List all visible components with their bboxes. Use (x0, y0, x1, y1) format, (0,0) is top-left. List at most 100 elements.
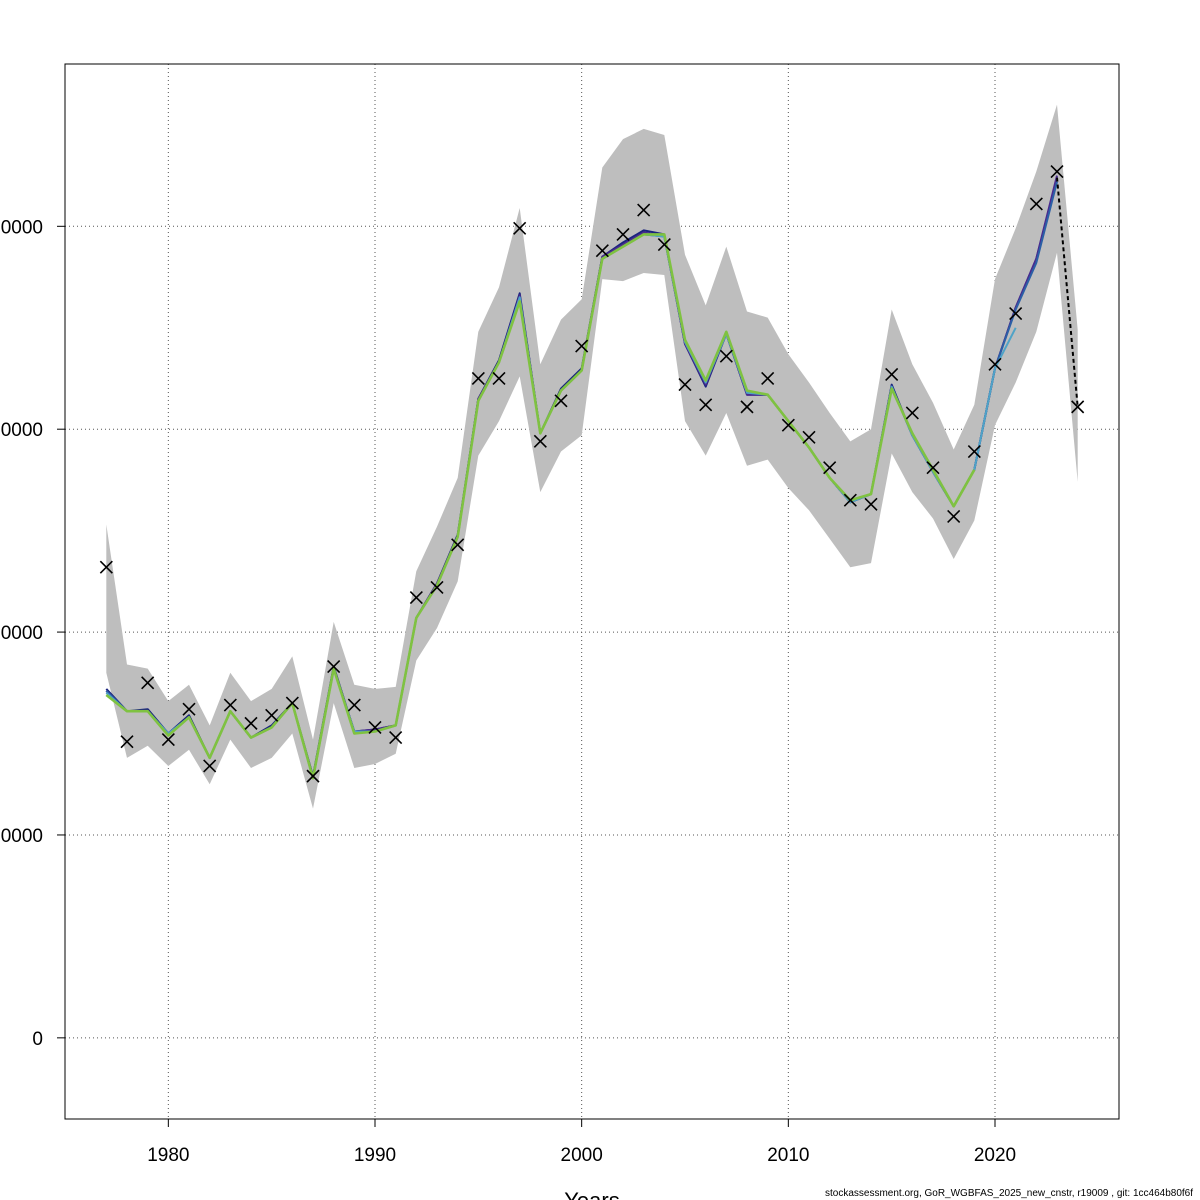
observation-cross-stroke (616, 227, 630, 241)
confidence-band-layer (106, 104, 1078, 809)
observation-cross-stroke (864, 497, 878, 511)
observation-cross-stroke (409, 591, 423, 605)
x-tick-label: 2000 (561, 1145, 603, 1166)
observation-cross-stroke (471, 371, 485, 386)
observation-point (244, 716, 258, 730)
observation-point (616, 227, 630, 241)
observation-point (161, 733, 175, 747)
observation-point (637, 203, 651, 217)
observation-point (1029, 197, 1043, 211)
observation-point (761, 371, 775, 386)
observation-point (203, 759, 217, 773)
observation-cross-stroke (595, 244, 609, 258)
y-tick-label: 0000 (1, 217, 43, 238)
observation-cross-stroke (182, 702, 196, 716)
observation-cross-stroke (967, 444, 981, 459)
observation-cross-stroke (513, 221, 527, 235)
observation-cross-stroke (389, 731, 403, 745)
observation-point (347, 698, 361, 712)
observation-cross-stroke (947, 509, 961, 523)
observation-cross-stroke (823, 461, 837, 475)
y-tick-label: 0 (32, 1029, 43, 1050)
observation-point (1009, 306, 1023, 321)
observations-layer (99, 164, 1085, 783)
observation-point (575, 339, 589, 353)
observation-point (885, 367, 899, 381)
observation-cross-stroke (843, 493, 857, 507)
observation-cross-stroke (306, 769, 320, 783)
x-tick-label: 2020 (974, 1145, 1016, 1166)
final-estimate-line (1056, 177, 1079, 407)
series-lines-layer (105, 175, 1079, 780)
observation-cross-stroke (265, 708, 279, 722)
observation-point (409, 591, 423, 605)
observation-cross-stroke (926, 461, 940, 475)
observation-point (905, 406, 919, 420)
observation-point (1071, 400, 1085, 414)
x-tick-label: 2010 (767, 1145, 809, 1166)
observation-cross-stroke (781, 418, 795, 432)
observation-cross-stroke (678, 377, 692, 392)
observation-point (595, 244, 609, 258)
observation-cross-stroke (99, 560, 113, 574)
observation-cross-stroke (223, 698, 237, 712)
observation-point (740, 400, 754, 414)
observation-cross-stroke (1009, 306, 1023, 321)
observation-cross-stroke (657, 238, 671, 252)
observation-cross-stroke (699, 398, 713, 412)
observation-cross-stroke (719, 349, 733, 363)
observation-point (988, 357, 1002, 371)
observation-cross-stroke (244, 716, 258, 730)
observation-point (926, 461, 940, 475)
footer-credit: stockassessment.org, GoR_WGBFAS_2025_new… (825, 1188, 1193, 1199)
observation-point (719, 349, 733, 363)
observation-point (430, 580, 444, 595)
observation-cross-stroke (161, 733, 175, 747)
plot-frame (64, 63, 1120, 1120)
observation-point (657, 238, 671, 252)
observation-point (823, 461, 837, 475)
observation-cross-stroke (492, 371, 506, 386)
observation-point (223, 698, 237, 712)
observation-point (99, 560, 113, 574)
observation-point (864, 497, 878, 511)
observation-cross-stroke (554, 394, 568, 408)
y-tick-label: 0000 (1, 623, 43, 644)
observation-point (306, 769, 320, 783)
y-tick-label: 0000 (1, 826, 43, 847)
observation-cross-stroke (1071, 400, 1085, 414)
observation-point (471, 371, 485, 386)
observation-point (265, 708, 279, 722)
observation-point (368, 720, 382, 734)
observation-point (802, 430, 816, 444)
observation-cross-stroke (905, 406, 919, 420)
observation-point (843, 493, 857, 507)
observation-point (699, 398, 713, 412)
observation-point (967, 444, 981, 459)
confidence-band (106, 104, 1078, 809)
observation-cross-stroke (327, 660, 341, 674)
observation-point (678, 377, 692, 392)
observation-point (492, 371, 506, 386)
x-tick-label: 1980 (147, 1145, 189, 1166)
observation-cross-stroke (141, 676, 155, 690)
observation-point (182, 702, 196, 716)
observation-cross-stroke (740, 400, 754, 414)
observation-cross-stroke (637, 203, 651, 217)
observation-point (285, 696, 299, 710)
observation-cross-stroke (988, 357, 1002, 371)
observation-point (781, 418, 795, 432)
observation-cross-stroke (347, 698, 361, 712)
observation-cross-stroke (533, 434, 547, 448)
observation-cross-stroke (1029, 197, 1043, 211)
observation-point (451, 538, 465, 552)
y-tick-label: 0000 (1, 420, 43, 441)
grid-layer (65, 64, 1119, 1119)
observation-cross-stroke (451, 538, 465, 552)
observation-point (327, 660, 341, 674)
observation-cross-stroke (802, 430, 816, 444)
series-line (105, 233, 976, 780)
observation-point (513, 221, 527, 235)
observation-cross-stroke (761, 371, 775, 386)
